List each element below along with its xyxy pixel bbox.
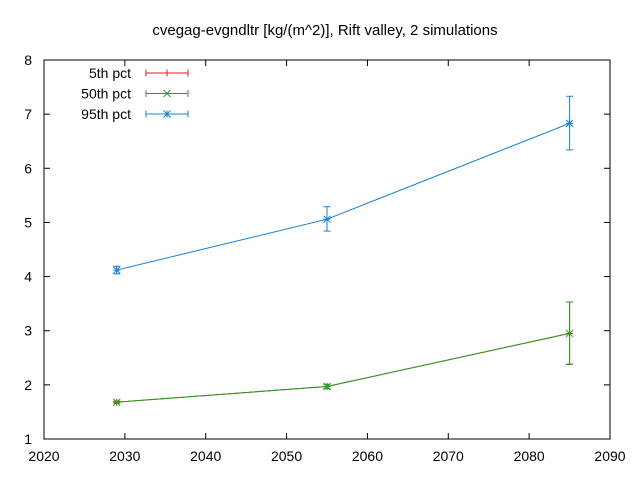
legend-item: 5th pct bbox=[89, 65, 189, 81]
x-tick-label: 2070 bbox=[433, 448, 464, 464]
y-tick-label: 7 bbox=[24, 106, 32, 122]
data-point bbox=[112, 398, 121, 407]
y-tick-label: 1 bbox=[24, 431, 32, 447]
data-point bbox=[112, 266, 121, 274]
data-point bbox=[565, 329, 574, 338]
data-point bbox=[323, 382, 331, 391]
x-tick-label: 2030 bbox=[109, 448, 140, 464]
legend-item: 95th pct bbox=[81, 106, 189, 122]
y-axis: 1 2 3 4 5 6 7 8 bbox=[24, 52, 610, 447]
legend-marker bbox=[163, 69, 171, 77]
plot-frame bbox=[43, 59, 611, 440]
legend-marker bbox=[163, 110, 171, 118]
series-1 bbox=[113, 301, 574, 406]
legend-label: 5th pct bbox=[89, 65, 131, 81]
x-tick-label: 2050 bbox=[271, 448, 302, 464]
y-tick-label: 2 bbox=[24, 377, 32, 393]
legend-marker bbox=[163, 89, 171, 98]
y-tick-label: 5 bbox=[24, 214, 32, 230]
series-line bbox=[116, 122, 570, 271]
series-line bbox=[116, 332, 570, 403]
data-point bbox=[565, 119, 574, 128]
series-3 bbox=[112, 95, 574, 275]
legend-label: 50th pct bbox=[81, 86, 131, 102]
legend: 5th pct 50th pct 95th pct bbox=[81, 65, 189, 122]
x-tick-label: 2060 bbox=[352, 448, 383, 464]
x-tick-label: 2020 bbox=[28, 448, 59, 464]
x-tick-label: 2080 bbox=[514, 448, 545, 464]
y-tick-label: 6 bbox=[24, 160, 32, 176]
series-line bbox=[116, 332, 570, 403]
series-2 bbox=[112, 301, 574, 407]
legend-label: 95th pct bbox=[81, 106, 131, 122]
series-layer bbox=[112, 95, 574, 407]
y-tick-label: 3 bbox=[24, 323, 32, 339]
x-axis: 2020 2030 2040 2050 2060 2070 2080 2090 bbox=[28, 60, 626, 464]
x-tick-label: 2040 bbox=[190, 448, 221, 464]
legend-item: 50th pct bbox=[81, 86, 189, 102]
y-tick-label: 4 bbox=[24, 269, 32, 285]
chart-title: cvegag-evgndltr [kg/(m^2)], Rift valley,… bbox=[152, 22, 497, 39]
data-point bbox=[323, 215, 331, 224]
x-tick-label: 2090 bbox=[594, 448, 625, 464]
y-tick-label: 8 bbox=[24, 52, 32, 68]
